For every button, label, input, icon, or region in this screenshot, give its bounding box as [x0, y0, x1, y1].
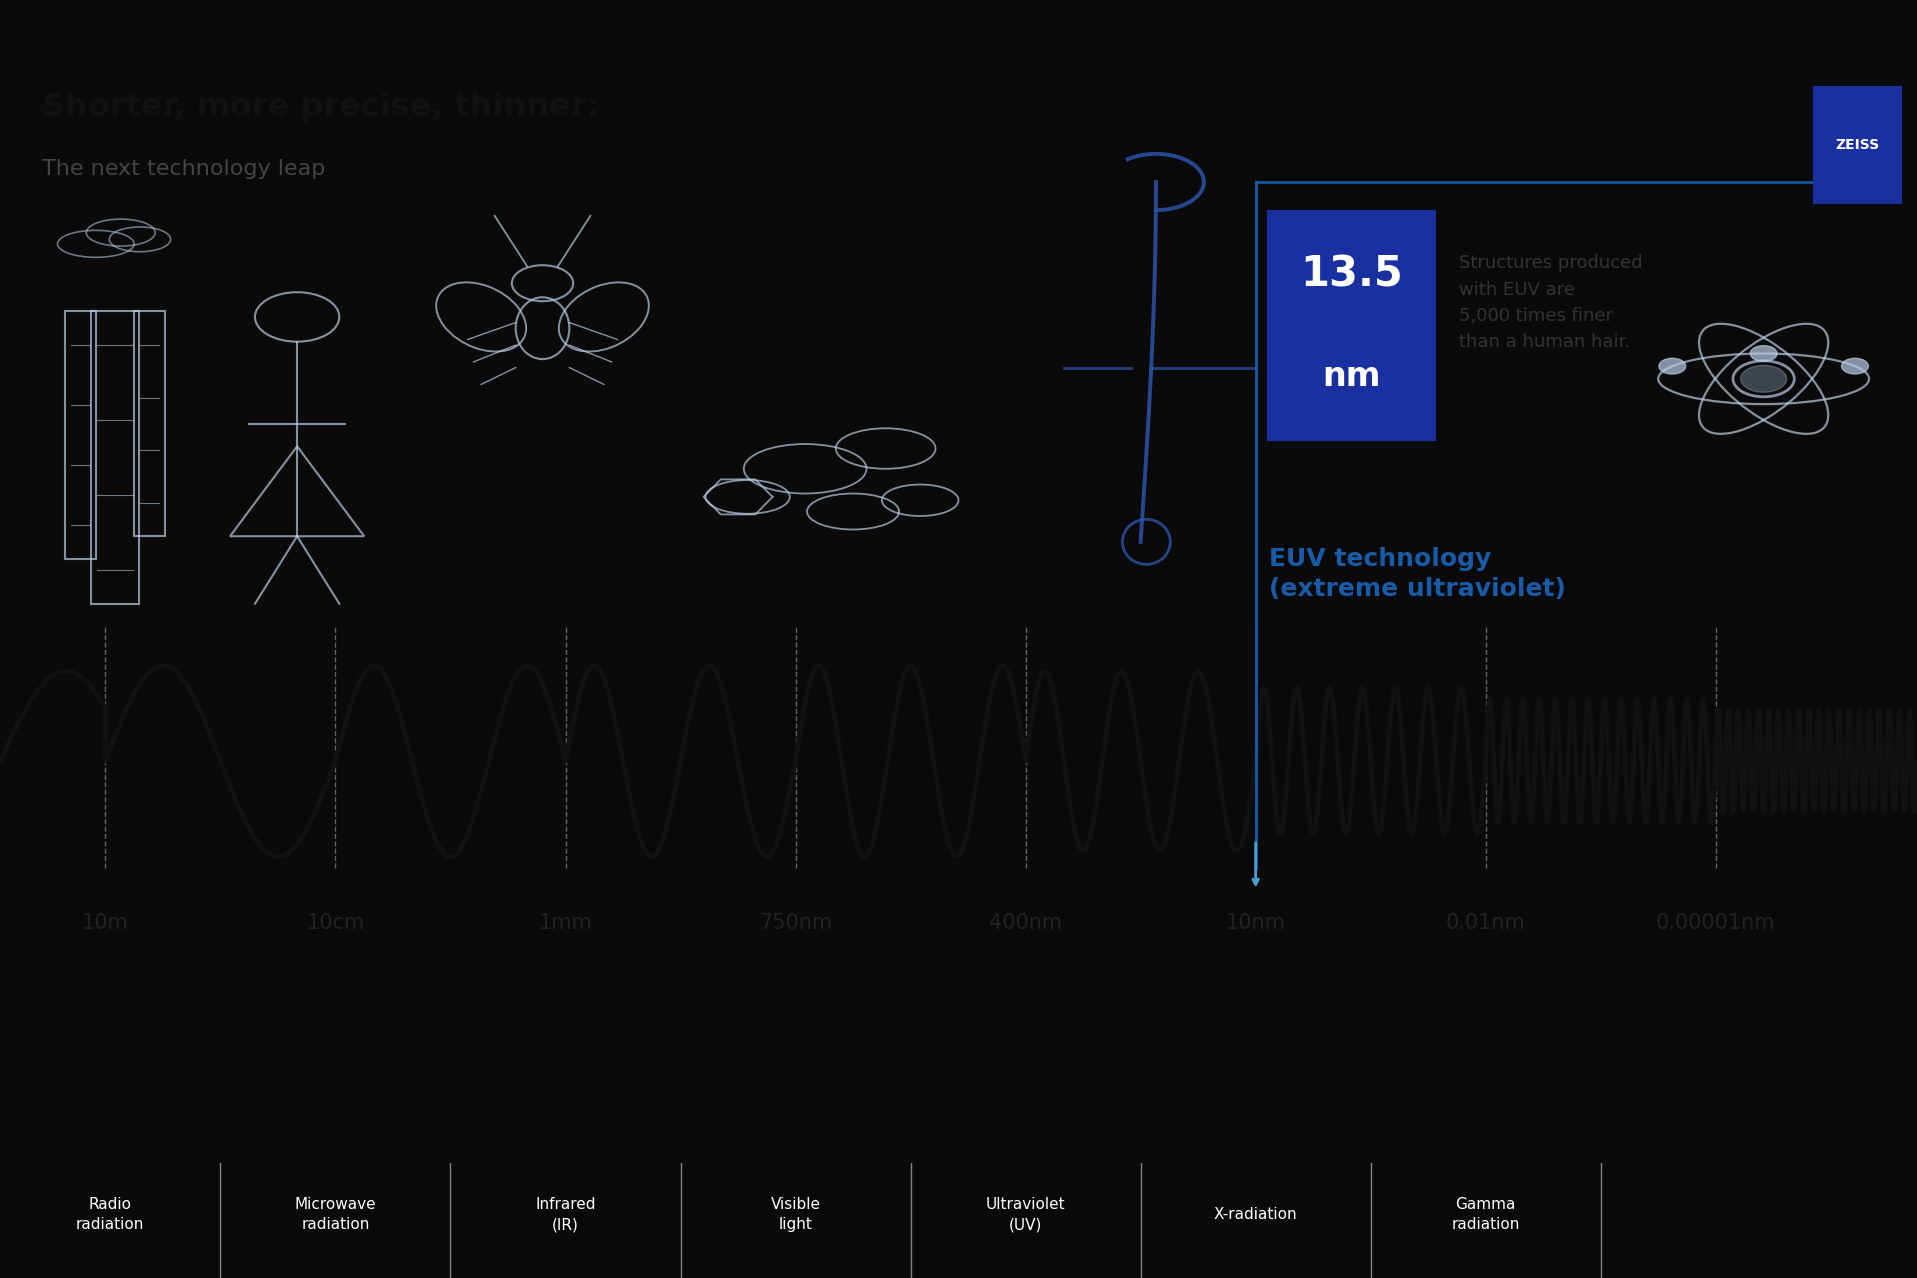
- Circle shape: [1842, 358, 1869, 374]
- Text: Visible
light: Visible light: [771, 1197, 820, 1232]
- Circle shape: [1741, 366, 1787, 392]
- Text: Shorter, more precise, thinner:: Shorter, more precise, thinner:: [42, 92, 600, 123]
- Text: X-radiation: X-radiation: [1213, 1208, 1298, 1222]
- Text: 10nm: 10nm: [1225, 912, 1286, 933]
- Text: nm: nm: [1323, 359, 1380, 392]
- Text: Structures produced
with EUV are
5,000 times finer
than a human hair.: Structures produced with EUV are 5,000 t…: [1459, 254, 1643, 351]
- Text: Gamma
radiation: Gamma radiation: [1451, 1197, 1520, 1232]
- Circle shape: [1750, 345, 1777, 362]
- Text: Radio
radiation: Radio radiation: [77, 1197, 144, 1232]
- FancyBboxPatch shape: [1267, 210, 1436, 441]
- Text: 10cm: 10cm: [307, 912, 364, 933]
- Text: The next technology leap: The next technology leap: [42, 160, 326, 179]
- Circle shape: [1658, 358, 1685, 374]
- Text: 400nm: 400nm: [989, 912, 1062, 933]
- Bar: [65, 312, 96, 558]
- Text: 10m: 10m: [82, 912, 128, 933]
- Text: 0.01nm: 0.01nm: [1445, 912, 1526, 933]
- Text: EUV technology
(extreme ultraviolet): EUV technology (extreme ultraviolet): [1269, 547, 1566, 601]
- Text: Infrared
(IR): Infrared (IR): [535, 1197, 596, 1232]
- Text: Ultraviolet
(UV): Ultraviolet (UV): [985, 1197, 1066, 1232]
- Text: 0.00001nm: 0.00001nm: [1656, 912, 1775, 933]
- Text: 750nm: 750nm: [759, 912, 832, 933]
- Bar: [134, 312, 165, 537]
- Text: ZEISS: ZEISS: [1835, 138, 1881, 152]
- Text: 13.5: 13.5: [1300, 253, 1403, 295]
- Bar: [92, 312, 140, 603]
- Text: 1mm: 1mm: [539, 912, 592, 933]
- Text: Microwave
radiation: Microwave radiation: [295, 1197, 376, 1232]
- FancyBboxPatch shape: [1813, 87, 1902, 204]
